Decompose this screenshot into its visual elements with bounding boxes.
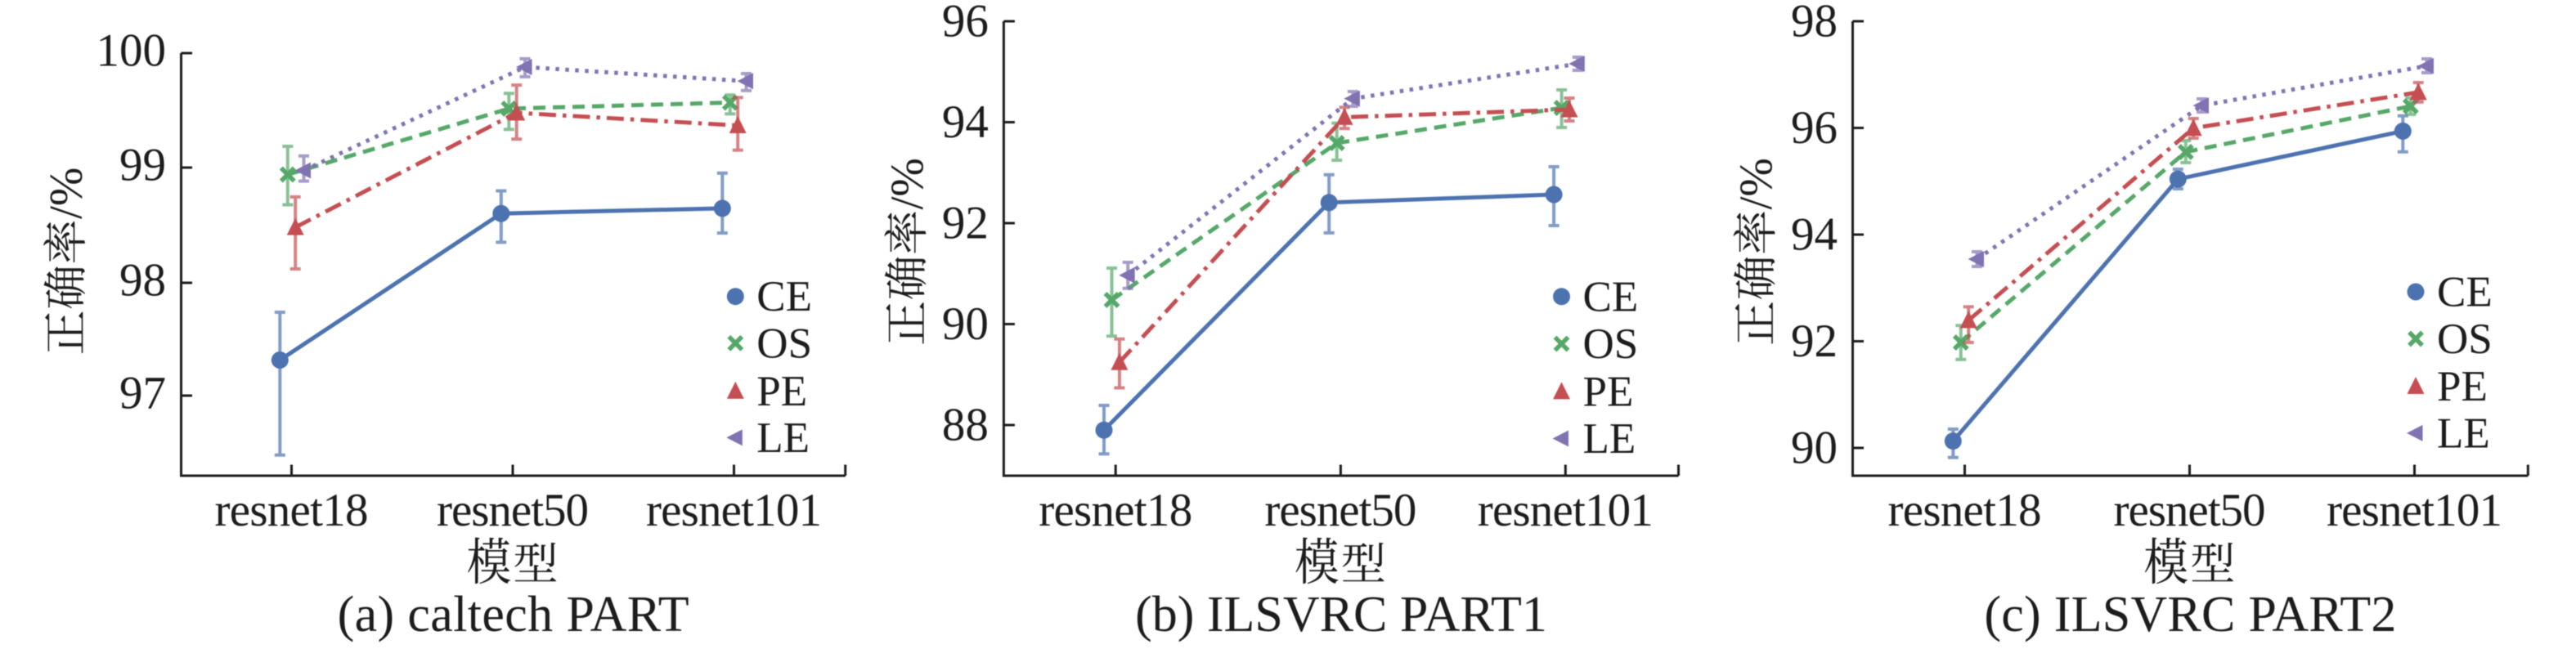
svg-text:resnet101: resnet101 bbox=[1478, 485, 1654, 536]
svg-text:96: 96 bbox=[942, 0, 989, 47]
svg-text:97: 97 bbox=[119, 368, 166, 419]
svg-text:resnet18: resnet18 bbox=[1039, 485, 1192, 536]
svg-text:(a) caltech PART: (a) caltech PART bbox=[338, 587, 689, 642]
svg-text:(c) ILSVRC PART2: (c) ILSVRC PART2 bbox=[1984, 587, 2396, 642]
svg-text:resnet50: resnet50 bbox=[437, 485, 589, 536]
svg-text:94: 94 bbox=[1791, 209, 1838, 261]
svg-text:CE: CE bbox=[1583, 273, 1639, 320]
svg-text:LE: LE bbox=[2437, 410, 2490, 457]
svg-text:resnet50: resnet50 bbox=[1264, 485, 1416, 536]
svg-text:99: 99 bbox=[119, 140, 166, 191]
svg-text:98: 98 bbox=[1791, 0, 1838, 47]
svg-text:98: 98 bbox=[119, 255, 166, 307]
svg-text:LE: LE bbox=[756, 414, 810, 462]
svg-text:LE: LE bbox=[1583, 415, 1636, 463]
svg-text:PE: PE bbox=[2437, 363, 2488, 410]
svg-text:88: 88 bbox=[942, 400, 989, 451]
svg-text:resnet18: resnet18 bbox=[215, 485, 369, 536]
svg-text:CE: CE bbox=[2437, 269, 2493, 316]
svg-text:(b) ILSVRC PART1: (b) ILSVRC PART1 bbox=[1135, 587, 1547, 642]
svg-text:resnet101: resnet101 bbox=[646, 485, 822, 536]
svg-text:CE: CE bbox=[756, 273, 812, 320]
svg-text:92: 92 bbox=[1791, 316, 1838, 367]
svg-text:OS: OS bbox=[2437, 316, 2493, 363]
svg-text:90: 90 bbox=[942, 298, 989, 350]
svg-text:resnet18: resnet18 bbox=[1888, 485, 2042, 536]
svg-text:94: 94 bbox=[942, 96, 989, 148]
svg-text:96: 96 bbox=[1791, 102, 1838, 154]
svg-text:resnet101: resnet101 bbox=[2327, 485, 2502, 536]
svg-text:/%: /% bbox=[41, 168, 92, 219]
svg-text:100: 100 bbox=[96, 25, 167, 77]
svg-text:resnet50: resnet50 bbox=[2114, 485, 2266, 536]
svg-text:90: 90 bbox=[1791, 423, 1838, 474]
svg-text:OS: OS bbox=[1583, 320, 1639, 368]
svg-text:PE: PE bbox=[756, 368, 807, 415]
svg-text:PE: PE bbox=[1583, 368, 1634, 415]
svg-text:OS: OS bbox=[756, 320, 812, 367]
svg-text:92: 92 bbox=[942, 198, 989, 249]
svg-text:/%: /% bbox=[882, 158, 933, 209]
svg-text:/%: /% bbox=[1730, 158, 1782, 209]
